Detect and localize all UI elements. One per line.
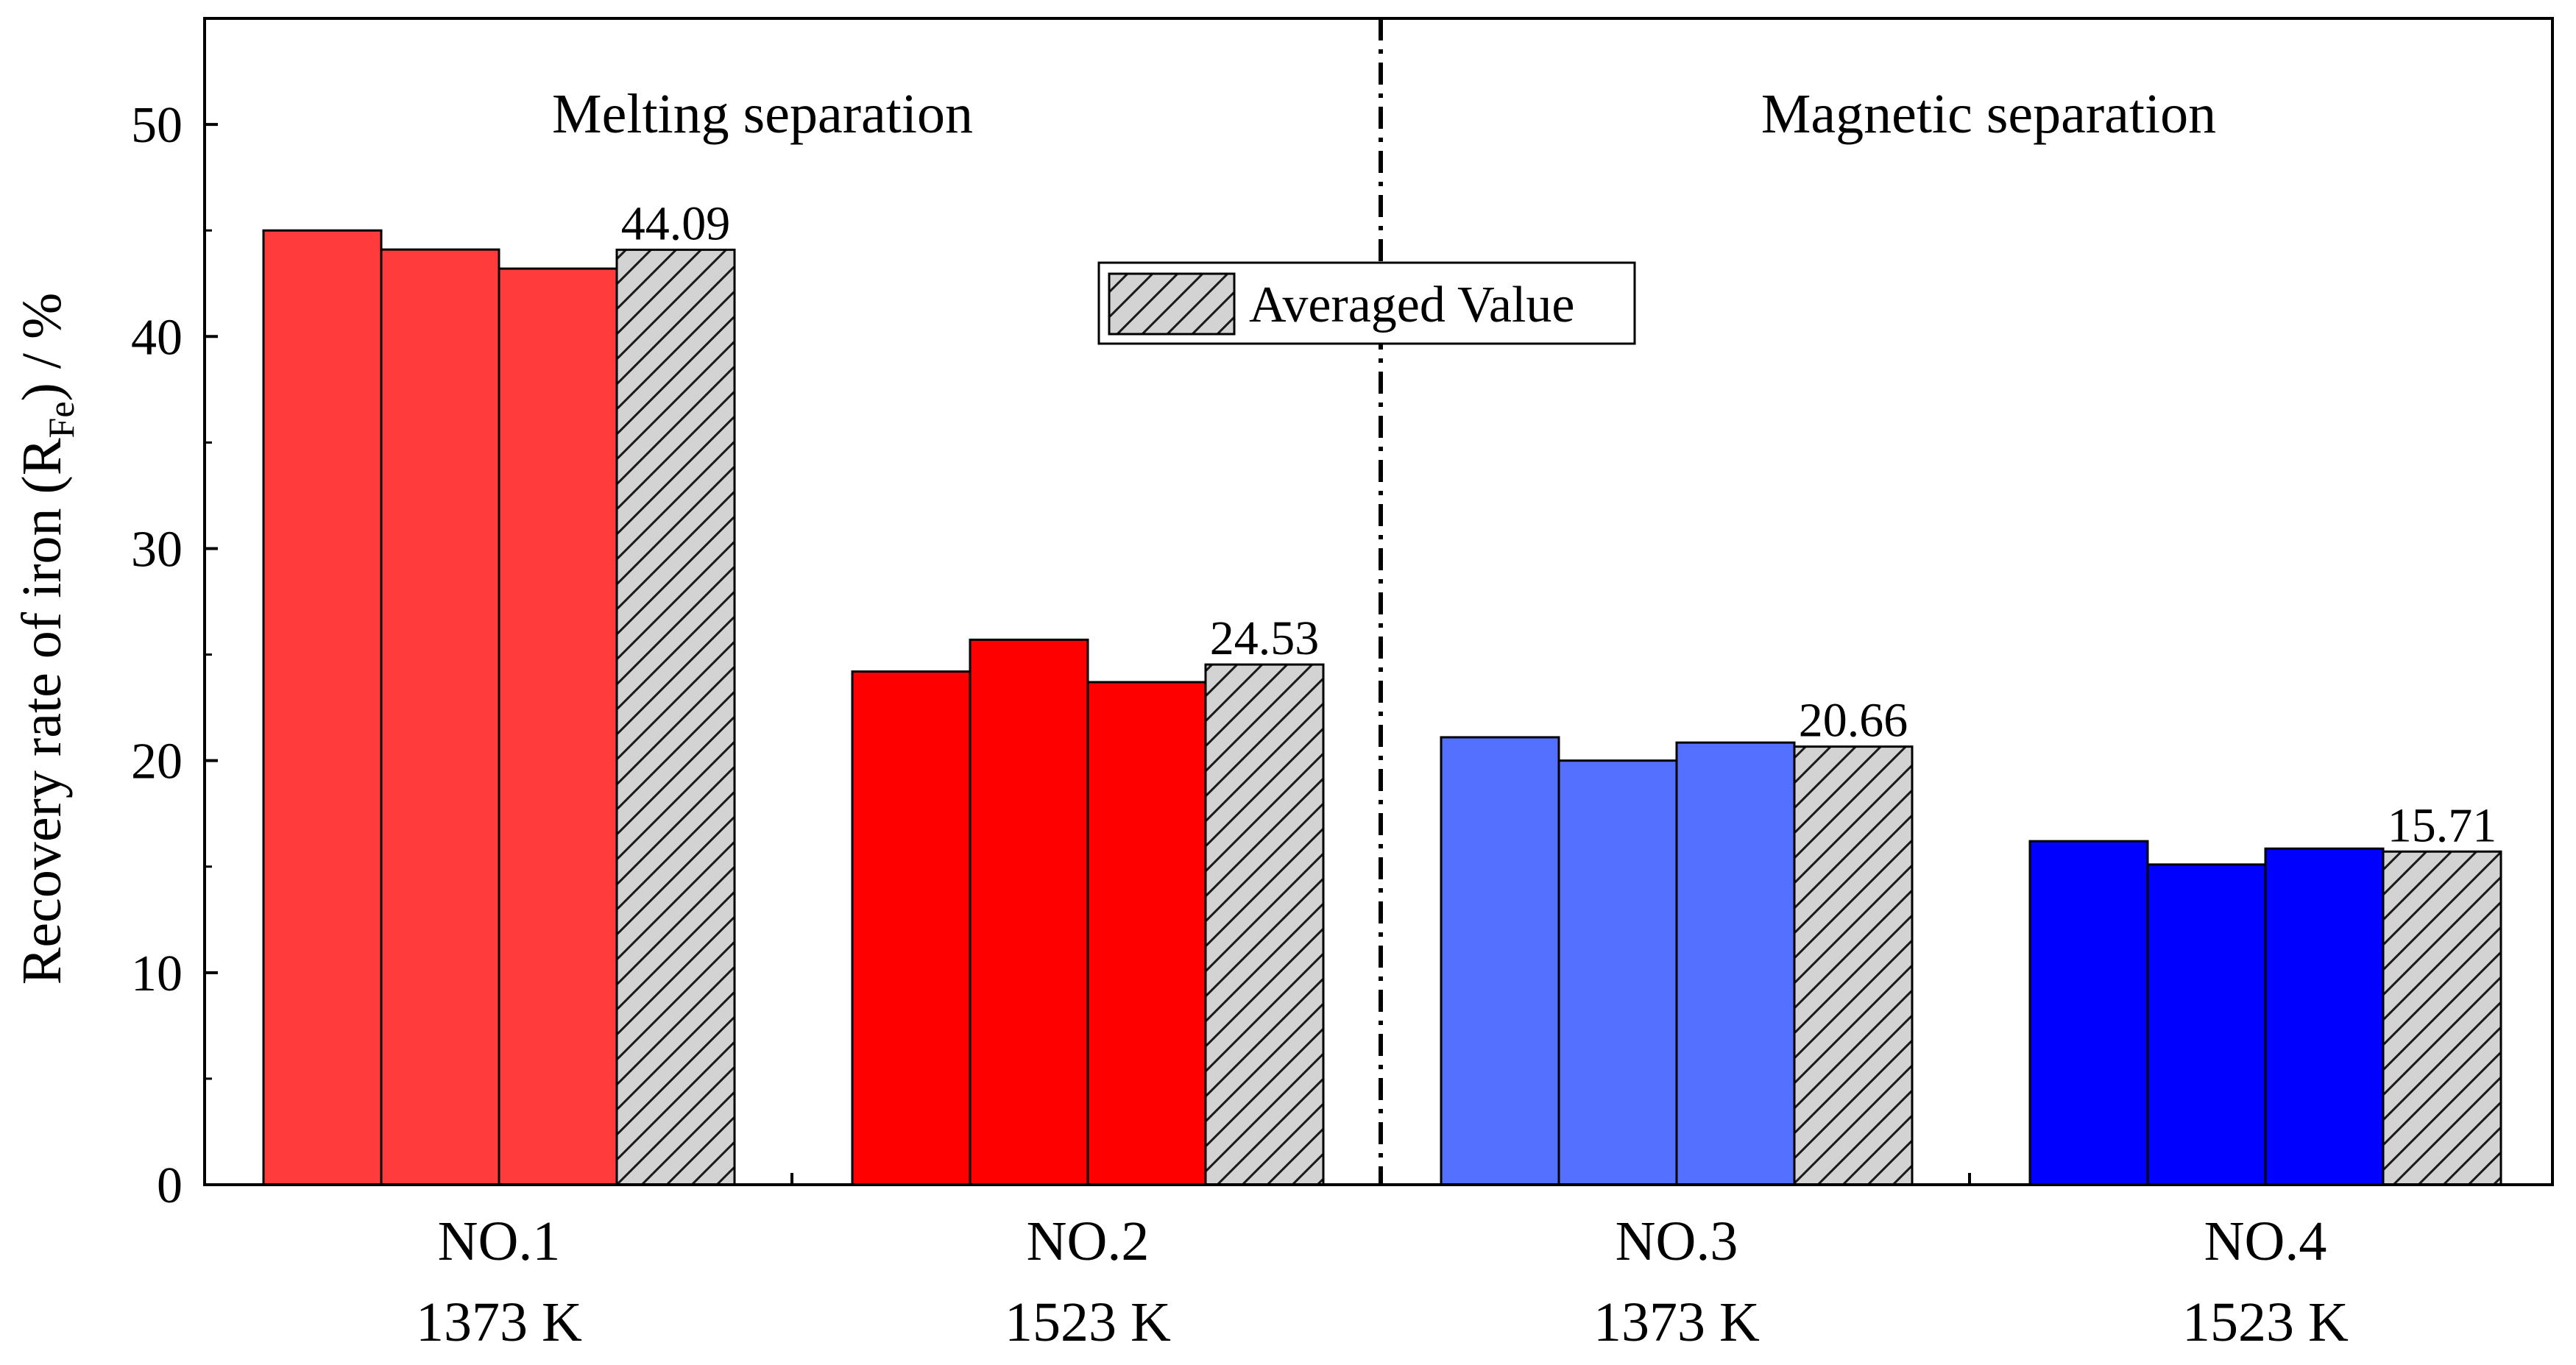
bar-average-no4	[2382, 850, 2502, 1186]
y-axis-title-tail: ) / %	[11, 293, 73, 402]
legend-label: Averaged Value	[1249, 277, 1575, 333]
bar-no4-trial-1	[2028, 840, 2149, 1186]
bar-average-no3	[1793, 745, 1914, 1186]
y-axis-title-subscript: Fe	[40, 401, 82, 438]
y-tick-label-50: 50	[131, 97, 183, 154]
average-label-no4: 15.71	[2388, 798, 2497, 852]
legend-swatch	[1108, 272, 1236, 336]
bar-no3-trial-3	[1675, 741, 1796, 1186]
x-tick-label-no4: NO.4	[2204, 1210, 2327, 1272]
average-label-no3: 20.66	[1799, 694, 1908, 748]
y-tick-label-20: 20	[131, 734, 183, 790]
y-tick-label-10: 10	[131, 946, 183, 1002]
x-tick-label-no3: NO.3	[1616, 1210, 1738, 1272]
x-tick-temp-no2: 1523 K	[1005, 1291, 1171, 1353]
y-tick-label-40: 40	[131, 309, 183, 366]
x-tick-temp-no1: 1373 K	[416, 1291, 582, 1353]
y-axis-title-main: Recovery rate of iron (R	[11, 438, 73, 985]
x-tick-label-no2: NO.2	[1027, 1210, 1150, 1272]
bar-no3-trial-2	[1557, 759, 1678, 1186]
x-tick-temp-no3: 1373 K	[1593, 1291, 1760, 1353]
bar-no1-trial-3	[498, 267, 618, 1186]
bar-no4-trial-2	[2146, 863, 2267, 1186]
x-tick-label-no1: NO.1	[438, 1210, 561, 1272]
bar-no4-trial-3	[2264, 847, 2385, 1186]
bar-no2-trial-3	[1086, 681, 1207, 1186]
bars-layer: 44.09 24.53 20.66 15.71	[262, 196, 2502, 1186]
bar-no1-trial-1	[262, 229, 383, 1186]
ticks-layer: NO.1 1373 K NO.2 1523 K NO.3 1373 K NO.4 1523 K…	[131, 97, 2349, 1353]
x-tick-temp-no4: 1523 K	[2182, 1291, 2349, 1353]
bar-no3-trial-1	[1440, 736, 1560, 1186]
y-tick-label-0: 0	[157, 1157, 183, 1214]
y-tick-label-30: 30	[131, 521, 183, 578]
bar-no2-trial-2	[969, 638, 1089, 1186]
bar-average-no1	[615, 248, 736, 1186]
average-label-no1: 44.09	[621, 196, 731, 250]
annotation-melting: Melting separation	[552, 83, 973, 145]
y-axis-title: Recovery rate of iron (RFe) / %	[11, 293, 82, 985]
bar-average-no2	[1204, 663, 1325, 1186]
bar-no2-trial-1	[851, 670, 972, 1186]
bar-no1-trial-2	[380, 248, 500, 1186]
legend: Averaged Value	[1097, 261, 1636, 345]
average-label-no2: 24.53	[1210, 611, 1320, 665]
annotation-magnetic: Magnetic separation	[1761, 83, 2216, 145]
